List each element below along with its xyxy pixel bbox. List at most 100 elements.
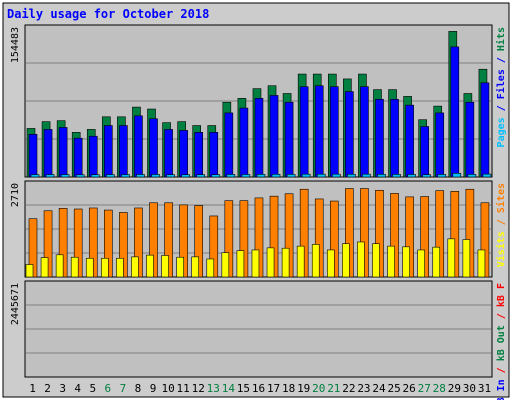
bar-pages-day-17 xyxy=(271,173,281,178)
bar-visits-day-13 xyxy=(206,258,215,278)
bar-pages-day-15 xyxy=(241,174,251,178)
bar-pages-day-2 xyxy=(45,174,55,178)
bar-visits-day-11 xyxy=(176,256,184,278)
hits_panel-series-label-part: Hits xyxy=(495,27,507,51)
bar-files-day-12 xyxy=(194,132,204,178)
bar-visits-day-29 xyxy=(447,238,456,278)
bar-pages-day-12 xyxy=(196,174,206,178)
bar-visits-day-23 xyxy=(357,241,365,278)
x-tick-label-day-12: 12 xyxy=(192,382,205,395)
bar-pages-day-5 xyxy=(90,174,100,178)
hits_panel: 154483 Pages / Files / Hits xyxy=(10,24,507,178)
x-tick-label-day-8: 8 xyxy=(135,382,142,395)
x-tick-label-day-19: 19 xyxy=(297,382,310,395)
hits_panel-series-label-part: Pages xyxy=(496,117,507,147)
bar-files-day-29 xyxy=(450,46,460,178)
x-tick-label-day-5: 5 xyxy=(89,382,96,395)
x-tick-label-day-9: 9 xyxy=(150,382,157,395)
bar-pages-day-10 xyxy=(166,174,175,178)
hits_panel-series-label-part: Files xyxy=(495,69,507,99)
x-tick-label-day-15: 15 xyxy=(237,382,250,395)
kbytes_panel-series-label-part: / xyxy=(496,307,507,325)
bar-pages-day-20 xyxy=(316,173,326,178)
bar-files-day-9 xyxy=(149,118,158,178)
bar-files-day-20 xyxy=(314,85,324,178)
bar-files-day-25 xyxy=(390,99,399,178)
x-tick-label-day-30: 30 xyxy=(463,382,476,395)
bar-files-day-30 xyxy=(465,101,475,178)
bar-files-day-22 xyxy=(345,91,354,178)
bar-files-day-23 xyxy=(360,86,369,178)
sites_panel-ymax-label: 2710 xyxy=(10,183,21,207)
x-tick-label-day-26: 26 xyxy=(403,382,416,395)
bar-files-day-24 xyxy=(375,99,384,178)
bar-files-day-10 xyxy=(164,129,173,178)
bar-visits-day-24 xyxy=(372,243,380,278)
bar-pages-day-16 xyxy=(256,174,266,178)
bar-pages-day-7 xyxy=(121,174,130,178)
hits_panel-series-label-part: / xyxy=(496,51,507,69)
bar-visits-day-2 xyxy=(40,257,49,278)
x-tick-label-day-3: 3 xyxy=(59,382,66,395)
bar-pages-day-23 xyxy=(362,173,371,178)
bar-pages-day-6 xyxy=(106,174,115,178)
x-tick-label-day-2: 2 xyxy=(44,382,51,395)
bar-pages-day-1 xyxy=(30,174,40,178)
bar-pages-day-25 xyxy=(392,174,401,178)
bar-visits-day-6 xyxy=(101,257,109,278)
kbytes_panel-series-label-part: kB In xyxy=(496,379,507,400)
x-tick-label-day-23: 23 xyxy=(357,382,370,395)
kbytes_panel-ymax-label: 2445671 xyxy=(10,283,21,325)
bar-visits-day-14 xyxy=(221,252,230,278)
bar-pages-day-31 xyxy=(482,173,492,178)
x-tick-label-day-25: 25 xyxy=(387,382,400,395)
bar-visits-day-20 xyxy=(311,244,320,278)
bar-visits-day-7 xyxy=(116,257,124,278)
x-tick-label-day-18: 18 xyxy=(282,382,295,395)
bar-pages-day-27 xyxy=(422,174,431,178)
bar-visits-day-19 xyxy=(296,245,305,278)
bar-files-day-15 xyxy=(239,107,249,178)
x-tick-label-day-14: 14 xyxy=(222,382,236,395)
bar-visits-day-10 xyxy=(161,255,169,278)
bar-visits-day-15 xyxy=(236,250,245,278)
bar-visits-day-27 xyxy=(417,249,425,278)
bar-pages-day-21 xyxy=(331,173,341,178)
x-tick-label-day-27: 27 xyxy=(418,382,431,395)
bar-files-day-27 xyxy=(420,126,429,178)
bar-visits-day-21 xyxy=(326,249,335,278)
x-tick-label-day-11: 11 xyxy=(177,382,190,395)
bar-files-day-3 xyxy=(58,127,68,178)
bar-pages-day-8 xyxy=(136,174,145,178)
bar-visits-day-8 xyxy=(131,256,139,278)
bar-visits-day-5 xyxy=(85,257,94,278)
bar-files-day-1 xyxy=(28,133,38,178)
sites_panel: 2710 Visits / Sites xyxy=(10,180,507,278)
hits_panel-ymax-label: 154483 xyxy=(10,27,21,63)
bar-pages-day-3 xyxy=(60,174,70,178)
x-tick-label-day-24: 24 xyxy=(372,382,386,395)
x-tick-label-day-1: 1 xyxy=(29,382,36,395)
bar-files-day-19 xyxy=(299,86,309,178)
x-tick-label-day-17: 17 xyxy=(267,382,280,395)
bar-visits-day-28 xyxy=(432,246,441,278)
hits_panel-series-label-part: / xyxy=(496,99,507,117)
bar-visits-day-16 xyxy=(251,249,260,278)
bar-pages-day-13 xyxy=(211,174,221,178)
bar-files-day-4 xyxy=(73,137,83,178)
bar-visits-day-1 xyxy=(25,264,34,278)
bar-files-day-14 xyxy=(224,112,234,178)
bar-pages-day-24 xyxy=(377,174,386,178)
bar-visits-day-30 xyxy=(462,239,471,278)
x-tick-label-day-7: 7 xyxy=(120,382,127,395)
bar-pages-day-29 xyxy=(452,173,462,178)
sites_panel-series-label-part: Visits xyxy=(495,231,507,267)
x-tick-label-day-28: 28 xyxy=(433,382,446,395)
bar-pages-day-4 xyxy=(75,174,85,178)
bar-visits-day-3 xyxy=(55,254,64,278)
sites_panel-series-label: Visits / Sites xyxy=(495,183,507,267)
kbytes_panel-series-label-part: kB Out xyxy=(496,325,507,361)
panels-layer: 154483 Pages / Files / Hits 2710 Visits / S… xyxy=(10,24,507,400)
